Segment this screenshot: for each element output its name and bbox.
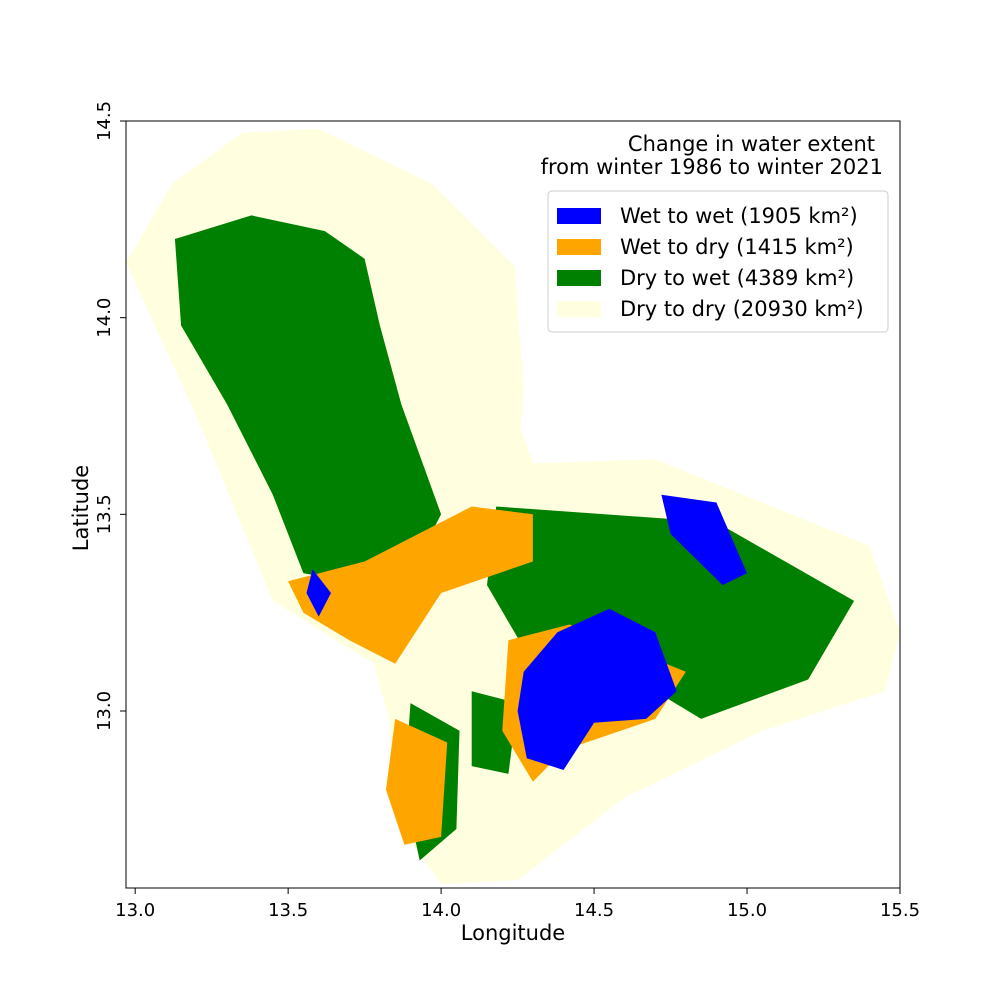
plot-frame bbox=[125, 120, 901, 889]
legend-label-dry-to-wet: Dry to wet (4389 km²) bbox=[620, 266, 854, 290]
x-tick-label: 13.0 bbox=[115, 900, 155, 921]
region-wet-to-dry-5 bbox=[386, 718, 448, 845]
legend: Wet to wet (1905 km²) Wet to dry (1415 k… bbox=[547, 190, 889, 333]
legend-swatch-wet-to-dry bbox=[557, 239, 601, 255]
map-layer bbox=[126, 128, 900, 885]
y-tick-label: 14.0 bbox=[94, 298, 115, 338]
x-tick-label: 14.0 bbox=[421, 900, 461, 921]
x-tick-label: 15.5 bbox=[880, 900, 920, 921]
map-title-line-2: from winter 1986 to winter 2021 bbox=[541, 155, 883, 179]
legend-swatch-dry-to-dry bbox=[557, 301, 601, 317]
x-tick-label: 14.5 bbox=[574, 900, 614, 921]
change-regions bbox=[174, 215, 855, 861]
region-dry-to-wet-0 bbox=[174, 215, 442, 582]
legend-frame bbox=[547, 190, 889, 333]
region-wet-to-dry-4 bbox=[288, 506, 533, 664]
map-title-line-1: Change in water extent bbox=[628, 132, 875, 156]
y-tick-label: 14.5 bbox=[94, 101, 115, 141]
legend-label-dry-to-dry: Dry to dry (20930 km²) bbox=[620, 297, 864, 321]
x-axis-ticks: 13.0 13.5 14.0 14.5 15.0 15.5 bbox=[115, 888, 920, 921]
region-wet-to-wet-8 bbox=[661, 494, 747, 586]
y-axis-ticks: 13.0 13.5 14.0 14.5 bbox=[94, 101, 126, 731]
legend-swatch-wet-to-wet bbox=[557, 208, 601, 224]
legend-swatch-dry-to-wet bbox=[557, 270, 601, 286]
x-tick-label: 15.0 bbox=[727, 900, 767, 921]
region-wet-to-wet-9 bbox=[306, 569, 331, 617]
region-wet-to-wet-7 bbox=[517, 608, 677, 770]
legend-label-wet-to-dry: Wet to dry (1415 km²) bbox=[620, 235, 854, 259]
y-tick-label: 13.5 bbox=[94, 494, 115, 534]
x-tick-label: 13.5 bbox=[268, 900, 308, 921]
legend-label-wet-to-wet: Wet to wet (1905 km²) bbox=[620, 204, 858, 228]
x-axis-label: Longitude bbox=[461, 921, 565, 945]
y-tick-label: 13.0 bbox=[94, 691, 115, 731]
y-axis-label: Latitude bbox=[69, 465, 93, 551]
